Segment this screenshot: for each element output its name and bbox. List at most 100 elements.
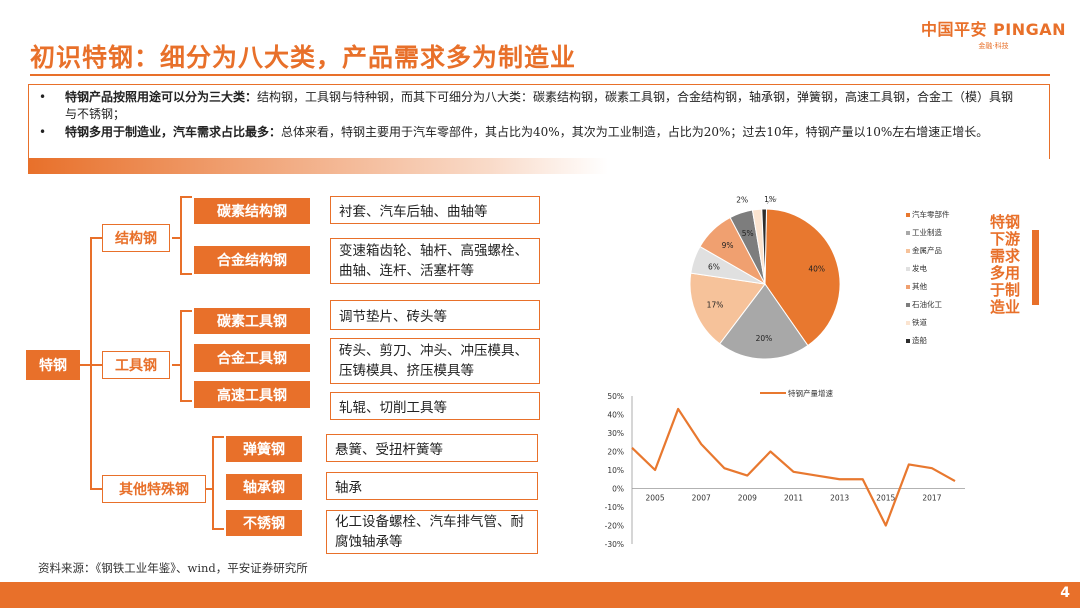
y-tick-label: 0% bbox=[612, 485, 624, 494]
connector bbox=[180, 196, 182, 274]
legend-label: 汽车零部件 bbox=[912, 209, 950, 219]
pie-data-label: 5% bbox=[742, 229, 754, 238]
y-tick-label: 50% bbox=[607, 392, 624, 401]
group-tool-steel: 工具钢 bbox=[102, 351, 170, 379]
bullet-heading: 特钢多用于制造业，汽车需求占比最多： bbox=[65, 125, 282, 139]
legend-swatch bbox=[906, 321, 910, 325]
legend-label: 石油化工 bbox=[912, 299, 942, 309]
legend-swatch bbox=[906, 339, 910, 343]
steel-type-alloy-structural: 合金结构钢 bbox=[194, 246, 310, 274]
connector bbox=[172, 237, 182, 239]
pie-data-label: 17% bbox=[707, 300, 724, 309]
x-tick-label: 2005 bbox=[646, 494, 665, 503]
group-structural-steel: 结构钢 bbox=[102, 224, 170, 252]
connector bbox=[172, 364, 182, 366]
summary-bullet: • 特钢产品按照用途可以分为三大类：结构钢，工具钢与特种钢，而其下可细分为八大类… bbox=[39, 89, 1024, 123]
steel-type-carbon-tool: 碳素工具钢 bbox=[194, 308, 310, 334]
y-tick-label: 20% bbox=[607, 448, 624, 457]
steel-type-stainless: 不锈钢 bbox=[226, 510, 302, 536]
line-chart: 特钢产量增速 50% 40% 30% 20% 10% 0% -10% -20% -30% 2005 2… bbox=[605, 388, 965, 549]
side-note: 特钢下游需求多用于制造业 bbox=[989, 213, 1020, 316]
connector bbox=[180, 196, 192, 198]
usage-text: 轴承 bbox=[326, 472, 538, 500]
connector bbox=[90, 237, 92, 489]
usage-text: 轧辊、切削工具等 bbox=[330, 392, 540, 420]
usage-text: 化工设备螺栓、汽车排气管、耐腐蚀轴承等 bbox=[326, 510, 538, 554]
steel-type-bearing: 轴承钢 bbox=[226, 474, 302, 500]
legend-label: 特钢产量增速 bbox=[788, 388, 833, 398]
legend-label: 其他 bbox=[912, 281, 927, 291]
legend-swatch bbox=[906, 231, 910, 235]
bullet-text: 结构钢，工具钢与特种钢，而其下可细分为八大类：碳素结构钢，碳素工具钢，合金结构钢… bbox=[65, 90, 1014, 121]
summary-underline bbox=[28, 158, 608, 174]
connector bbox=[90, 237, 102, 239]
connector bbox=[212, 528, 224, 530]
steel-type-spring: 弹簧钢 bbox=[226, 436, 302, 462]
pie-data-label: 20% bbox=[756, 334, 773, 343]
legend-label: 发电 bbox=[912, 263, 927, 273]
summary-box: • 特钢产品按照用途可以分为三大类：结构钢，工具钢与特种钢，而其下可细分为八大类… bbox=[28, 84, 1050, 159]
connector bbox=[90, 364, 102, 366]
side-note-bar bbox=[1032, 230, 1039, 305]
bullet-heading: 特钢产品按照用途可以分为三大类： bbox=[65, 90, 258, 104]
y-tick-label: -30% bbox=[605, 540, 624, 549]
connector bbox=[212, 436, 214, 530]
summary-bullet: • 特钢多用于制造业，汽车需求占比最多：总体来看，特钢主要用于汽车零部件，其占比… bbox=[39, 124, 1024, 141]
pie-slice bbox=[761, 208, 768, 285]
steel-type-carbon-structural: 碳素结构钢 bbox=[194, 198, 310, 224]
pie-slice bbox=[764, 208, 841, 347]
x-tick-label: 2013 bbox=[830, 494, 849, 503]
legend-label: 造船 bbox=[912, 335, 927, 345]
page-number: 4 bbox=[1060, 585, 1070, 601]
connector bbox=[212, 436, 224, 438]
usage-text: 衬套、汽车后轴、曲轴等 bbox=[330, 196, 540, 224]
connector bbox=[180, 310, 182, 402]
x-tick-label: 2015 bbox=[876, 494, 895, 503]
tree-root: 特钢 bbox=[26, 350, 80, 380]
pie-leader-line bbox=[766, 198, 777, 205]
pie-data-label: 1% bbox=[764, 195, 776, 204]
group-special-steel: 其他特殊钢 bbox=[102, 475, 206, 503]
legend-label: 工业制造 bbox=[912, 227, 942, 237]
bullet-text: 总体来看，特钢主要用于汽车零部件，其占比为40%，其次为工业制造，占比为20%；… bbox=[281, 125, 989, 139]
connector bbox=[90, 488, 102, 490]
x-tick-label: 2017 bbox=[922, 494, 941, 503]
steel-type-alloy-tool: 合金工具钢 bbox=[194, 344, 310, 372]
x-tick-label: 2009 bbox=[738, 494, 757, 503]
connector bbox=[180, 400, 192, 402]
connector bbox=[180, 273, 192, 275]
y-tick-label: -20% bbox=[605, 522, 624, 531]
title-divider bbox=[30, 74, 1050, 76]
legend-label: 铁道 bbox=[912, 317, 927, 327]
legend-swatch bbox=[906, 285, 910, 289]
series-line bbox=[631, 407, 956, 527]
x-tick-label: 2011 bbox=[784, 494, 803, 503]
steel-type-high-speed-tool: 高速工具钢 bbox=[194, 381, 310, 408]
source-note: 资料来源：《钢铁工业年鉴》、wind，平安证券研究所 bbox=[38, 561, 308, 575]
pie-data-label: 2% bbox=[736, 195, 748, 204]
y-tick-label: 30% bbox=[607, 429, 624, 438]
pie-data-label: 9% bbox=[722, 241, 734, 250]
company-logo: 中国平安 PINGAN 金融·科技 bbox=[921, 16, 1066, 51]
pie-slice bbox=[719, 283, 809, 360]
usage-text: 调节垫片、砖头等 bbox=[330, 300, 540, 330]
page-title: 初识特钢：细分为八大类，产品需求多为制造业 bbox=[30, 43, 577, 72]
legend-swatch bbox=[906, 303, 910, 307]
usage-text: 变速箱齿轮、轴杆、高强螺栓、曲轴、连杆、活塞杆等 bbox=[330, 238, 540, 284]
connector bbox=[180, 310, 192, 312]
bullet-dot: • bbox=[39, 90, 47, 104]
logo-subtext: 金融·科技 bbox=[978, 42, 1009, 50]
logo-text: 中国平安 PINGAN bbox=[920, 20, 1066, 39]
pie-data-label: 40% bbox=[808, 264, 825, 273]
pie-chart: 40% 20% 17% 6% 9% 5% 2% 1% 汽车零部件工业制造金属产品发电其他石油化工… bbox=[689, 195, 950, 360]
legend-swatch bbox=[906, 249, 910, 253]
legend-label: 金属产品 bbox=[912, 245, 942, 255]
y-tick-label: 40% bbox=[607, 411, 624, 420]
legend-swatch bbox=[906, 267, 910, 271]
x-tick-label: 2007 bbox=[692, 494, 711, 503]
usage-text: 悬簧、受扭杆簧等 bbox=[326, 434, 538, 462]
y-tick-label: -10% bbox=[605, 503, 624, 512]
connector bbox=[70, 364, 90, 366]
usage-text: 砖头、剪刀、冲头、冲压模具、压铸模具、挤压模具等 bbox=[330, 338, 540, 384]
pie-data-label: 6% bbox=[708, 262, 720, 271]
